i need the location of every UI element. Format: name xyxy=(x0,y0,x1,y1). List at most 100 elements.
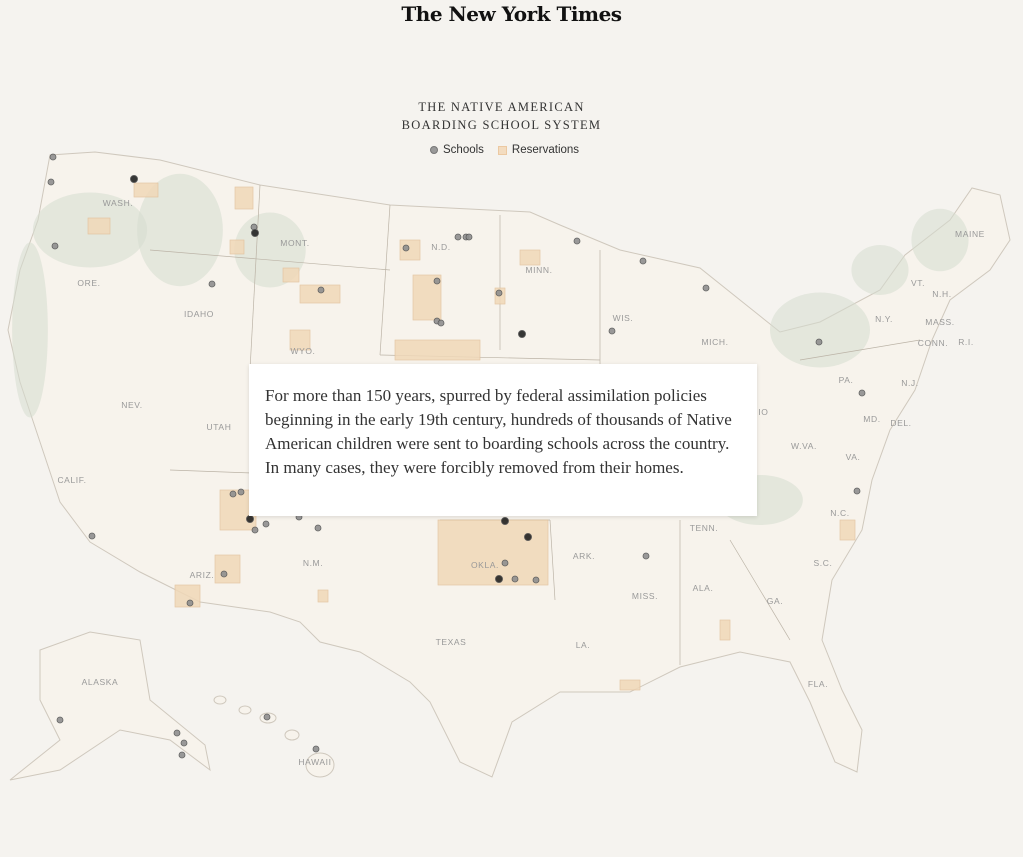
school-marker xyxy=(250,223,258,231)
schools-layer xyxy=(47,153,866,759)
school-dot-icon xyxy=(430,146,438,154)
school-marker xyxy=(524,533,533,542)
alaska-shape xyxy=(9,631,211,781)
legend-label: Reservations xyxy=(511,144,580,156)
state-label: ORE. xyxy=(77,278,100,288)
map-title: THE NATIVE AMERICAN BOARDING SCHOOL SYST… xyxy=(0,99,1003,134)
state-label: WYO. xyxy=(290,346,315,356)
school-marker xyxy=(56,716,64,724)
school-marker xyxy=(501,559,509,567)
school-marker xyxy=(317,286,325,294)
school-marker xyxy=(186,599,194,607)
reservation-area xyxy=(719,619,731,641)
state-label: NEV. xyxy=(121,400,142,410)
state-label: CALIF. xyxy=(57,475,86,485)
school-marker xyxy=(608,327,616,335)
state-label: IDAHO xyxy=(184,309,214,319)
school-marker xyxy=(237,488,245,496)
school-marker xyxy=(858,389,866,397)
state-border xyxy=(799,339,921,361)
reservation-area xyxy=(412,274,442,321)
state-label: UTAH xyxy=(207,422,232,432)
state-label: MONT. xyxy=(280,238,309,248)
state-label: ALA. xyxy=(693,583,714,593)
school-marker xyxy=(49,153,57,161)
intro-text: For more than 150 years, spurred by fede… xyxy=(265,386,732,477)
hawaii-island xyxy=(284,729,300,741)
state-label: TEXAS xyxy=(436,637,467,647)
school-marker xyxy=(250,228,259,237)
school-marker xyxy=(532,576,540,584)
title-line: BOARDING SCHOOL SYSTEM xyxy=(401,117,602,132)
school-marker xyxy=(208,280,216,288)
reservation-area xyxy=(87,217,111,235)
reservation-area xyxy=(839,519,856,541)
school-marker xyxy=(129,174,138,183)
school-marker xyxy=(263,713,271,721)
school-marker xyxy=(402,244,410,252)
state-label: N.D. xyxy=(431,242,450,252)
reservation-area xyxy=(229,239,245,255)
state-labels-layer: WASH. MONT. N.D. MINN. ORE. IDAHO WYO. WIS. MICH… xyxy=(57,198,985,767)
school-marker xyxy=(262,520,270,528)
state-label: N.J. xyxy=(901,378,919,388)
legend-label: Schools xyxy=(443,144,484,156)
state-border xyxy=(149,249,391,271)
state-label: MD. xyxy=(863,414,880,424)
school-marker xyxy=(511,575,519,583)
reservation-area xyxy=(399,239,421,261)
state-label: LA. xyxy=(576,640,591,650)
reservation-area xyxy=(214,554,241,584)
state-label: W.VA. xyxy=(791,441,817,451)
reservation-area xyxy=(394,339,481,361)
school-marker xyxy=(47,178,55,186)
reservation-area xyxy=(282,267,300,283)
reservation-area xyxy=(299,284,341,304)
state-label: TENN. xyxy=(690,523,719,533)
reservation-area xyxy=(234,186,254,210)
reservation-area xyxy=(619,679,641,691)
state-label: ARIZ. xyxy=(190,570,215,580)
intro-text-box: For more than 150 years, spurred by fede… xyxy=(249,364,757,516)
state-label: CONN. xyxy=(918,338,948,348)
reservation-area xyxy=(317,589,329,603)
state-label: MAINE xyxy=(955,229,985,239)
reservation-area xyxy=(133,182,159,198)
state-label: R.I. xyxy=(958,337,974,347)
school-marker xyxy=(815,338,823,346)
state-label: MINN. xyxy=(525,265,552,275)
state-label: N.M. xyxy=(303,558,323,568)
mountain-shading xyxy=(137,173,223,287)
school-marker xyxy=(465,233,473,241)
state-label: VA. xyxy=(846,452,861,462)
nyt-logo[interactable]: The New York Times xyxy=(401,2,622,26)
school-marker xyxy=(437,319,445,327)
state-label: HIO xyxy=(752,407,769,417)
state-label: VT. xyxy=(911,278,925,288)
school-marker xyxy=(702,284,710,292)
reservation-area xyxy=(174,584,201,608)
school-marker xyxy=(500,517,509,526)
school-marker xyxy=(853,487,861,495)
state-label: S.C. xyxy=(814,558,833,568)
mountain-shading xyxy=(911,208,969,272)
school-marker xyxy=(178,751,186,759)
state-label: DEL. xyxy=(890,418,911,428)
hawaii-island xyxy=(305,752,335,778)
state-label: N.Y. xyxy=(875,314,893,324)
state-label: N.H. xyxy=(932,289,951,299)
school-marker xyxy=(314,524,322,532)
state-label: MISS. xyxy=(632,591,658,601)
school-marker xyxy=(245,515,254,524)
reservation-area xyxy=(289,329,311,351)
hawaii-island xyxy=(213,695,227,705)
school-marker xyxy=(494,575,503,584)
school-marker xyxy=(88,532,96,540)
state-label: MASS. xyxy=(925,317,954,327)
school-marker xyxy=(251,526,259,534)
reservation-swatch-icon xyxy=(497,145,507,155)
title-line: THE NATIVE AMERICAN xyxy=(418,100,585,114)
mountain-shading xyxy=(12,242,48,418)
mountain-shading xyxy=(851,245,909,295)
school-marker xyxy=(495,289,503,297)
